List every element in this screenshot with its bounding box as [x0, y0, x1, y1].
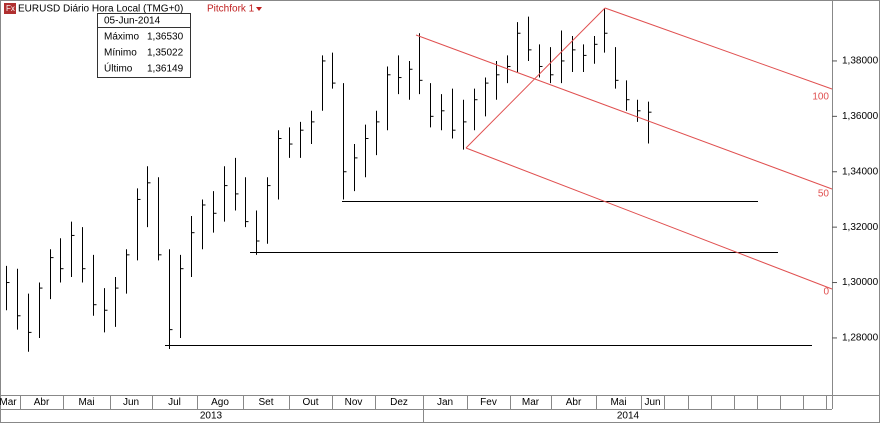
x-tick-label: Jan [437, 397, 453, 408]
x-tick-label: Jun [644, 397, 660, 408]
pitchfork-level-label: 100 [812, 92, 829, 103]
info-value: 1,35022 [147, 48, 184, 59]
chart-title: EURUSD Diário Hora Local (TMG+0) [18, 4, 183, 15]
info-value: 1,36530 [147, 32, 184, 43]
x-tick-label: Jul [168, 397, 181, 408]
info-label: Último [104, 62, 133, 75]
pitchfork-level-label: 0 [823, 287, 829, 298]
y-tick-label: 1,30000 [842, 277, 879, 288]
pitchfork-median [415, 34, 833, 190]
pitchfork-upper [604, 7, 833, 90]
symbol-icon [4, 3, 16, 14]
y-tick-label: 1,38000 [842, 56, 879, 67]
pitchfork-handle [465, 7, 606, 149]
pitchfork-level-label: 50 [818, 189, 830, 200]
x-tick-label: Mar [522, 397, 540, 408]
x-tick-label: Fev [480, 397, 497, 408]
y-tick-label: 1,36000 [842, 111, 879, 122]
year-label: 2014 [617, 411, 640, 422]
info-box: 05-Jun-2014 Máximo 1,36530 Mínimo 1,3502… [97, 13, 191, 78]
x-tick-label: Ago [211, 397, 229, 408]
info-label: Mínimo [104, 48, 137, 59]
pitchfork-lower [465, 147, 833, 290]
x-tick-label: Mai [610, 397, 626, 408]
x-tick-label: Abr [566, 397, 582, 408]
info-date: 05-Jun-2014 [104, 16, 161, 27]
y-tick-label: 1,34000 [842, 166, 879, 177]
study-label[interactable]: Pitchfork 1 [207, 4, 255, 15]
symbol-icon-text: Fx [6, 4, 15, 13]
pitchfork [415, 7, 833, 290]
y-tick-label: 1,32000 [842, 222, 879, 233]
year-label: 2013 [200, 411, 223, 422]
x-tick-label: Set [258, 397, 273, 408]
info-value: 1,36149 [147, 64, 184, 75]
x-tick-label: Dez [390, 397, 408, 408]
x-tick-label: Abr [34, 397, 50, 408]
x-tick-label: Nov [345, 397, 363, 408]
y-tick-label: 1,28000 [842, 333, 879, 344]
x-tick-label: Mai [78, 397, 94, 408]
x-tick-label: Jun [123, 397, 139, 408]
info-label: Máximo [104, 32, 139, 43]
info-box-frame [97, 13, 191, 78]
x-tick-label: Out [302, 397, 318, 408]
study-dropdown[interactable] [256, 7, 262, 11]
x-tick-label: Mar [0, 397, 17, 408]
